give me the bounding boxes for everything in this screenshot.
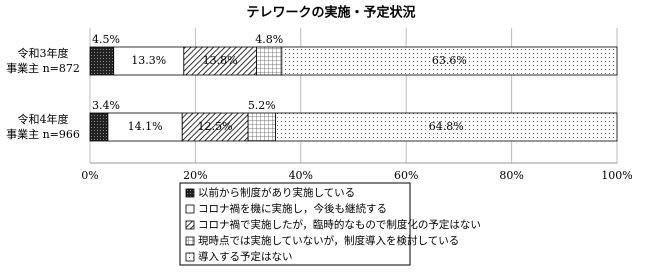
- value-label: 14.1%: [128, 120, 163, 133]
- legend-swatch: [185, 220, 195, 230]
- value-label: 5.2%: [248, 99, 276, 112]
- chart-title: テレワークの実施・予定状況: [246, 5, 415, 21]
- bar-segment: [183, 46, 257, 76]
- legend-label: コロナ禍を機に実施し，今後も継続する: [198, 202, 387, 215]
- x-tick-label: 0%: [81, 169, 98, 182]
- x-tick-label: 60%: [394, 169, 418, 182]
- value-label: 4.8%: [255, 33, 283, 46]
- legend-swatch: [185, 204, 195, 214]
- value-label: 3.4%: [92, 99, 120, 112]
- bar-segment: [181, 112, 249, 142]
- bar-segment: [107, 112, 183, 142]
- value-label: 12.5%: [198, 120, 233, 133]
- category-label: 令和4年度 事業主 n=966: [6, 113, 80, 141]
- value-label: 63.6%: [432, 54, 467, 67]
- bar-segment: [275, 112, 618, 142]
- legend-label: コロナ禍で実施したが，臨時的なもので制度化の予定はない: [198, 218, 481, 231]
- bar-segment: [256, 46, 283, 76]
- legend-label: 以前から制度があり実施している: [198, 186, 355, 199]
- bar-segment: [89, 46, 115, 76]
- legend-label: 導入する予定はない: [198, 250, 293, 263]
- x-tick-label: 20%: [183, 169, 207, 182]
- category-label: 令和3年度 事業主 n=872: [6, 47, 80, 75]
- legend-label: 現時点では実施していないが，制度導入を検討している: [198, 234, 459, 247]
- bar-segment: [247, 112, 276, 142]
- legend-swatch: [185, 236, 195, 246]
- legend-swatch: [185, 252, 195, 262]
- x-tick-label: 40%: [289, 169, 313, 182]
- bar-segment: [113, 46, 185, 76]
- legend-box: [179, 182, 411, 266]
- value-label: 13.8%: [203, 54, 238, 67]
- value-label: 13.3%: [131, 54, 166, 67]
- value-label: 4.5%: [92, 33, 120, 46]
- legend-swatch: [185, 188, 195, 198]
- bar-segment: [89, 112, 109, 142]
- x-tick-label: 100%: [601, 169, 632, 182]
- bar-segment: [281, 46, 618, 76]
- value-label: 64.8%: [429, 120, 464, 133]
- x-tick-label: 80%: [499, 169, 523, 182]
